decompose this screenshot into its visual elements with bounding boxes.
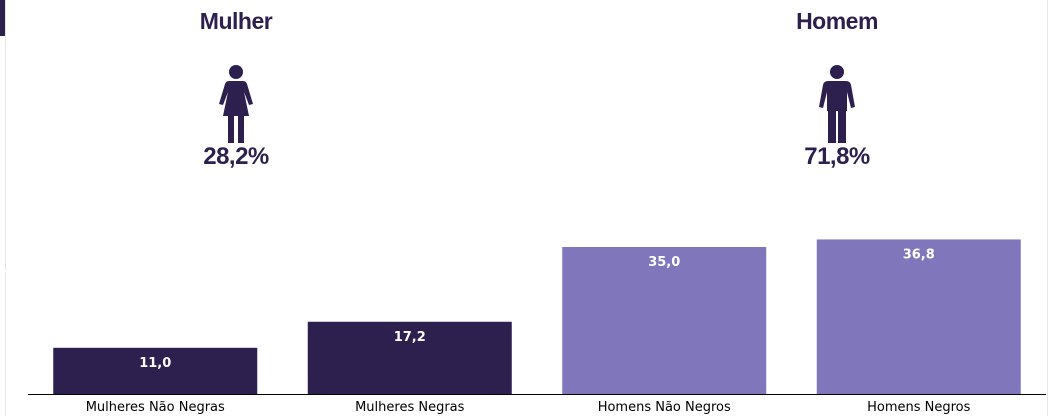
bar: [307, 321, 512, 394]
bar: [562, 247, 767, 394]
male-person-icon: [819, 65, 855, 143]
male-percent: 71,8%: [804, 143, 870, 170]
right-divider: [1047, 0, 1048, 416]
left-accent-bar: [0, 0, 5, 36]
female-percent: 28,2%: [203, 143, 269, 170]
x-tick-label: Mulheres Negras: [355, 400, 465, 415]
bar-value-label: 36,8: [903, 247, 935, 262]
left-divider-lower: [5, 272, 6, 416]
bar: [816, 239, 1021, 394]
left-divider: [5, 0, 6, 270]
female-title: Mulher: [199, 8, 273, 34]
male-title: Homem: [796, 8, 878, 34]
bar-value-label: 17,2: [394, 330, 426, 345]
female-person-icon: [219, 65, 253, 143]
x-tick-label: Homens Não Negros: [598, 400, 731, 415]
male-summary: Homem 71,8%: [727, 0, 947, 171]
bar-value-label: 11,0: [139, 356, 171, 371]
bar: [53, 347, 258, 394]
x-tick-label: Mulheres Não Negras: [86, 400, 225, 415]
bar-value-label: 35,0: [648, 255, 680, 270]
x-tick-label: Homens Negros: [867, 400, 971, 415]
female-summary: Mulher 28,2%: [126, 0, 346, 171]
